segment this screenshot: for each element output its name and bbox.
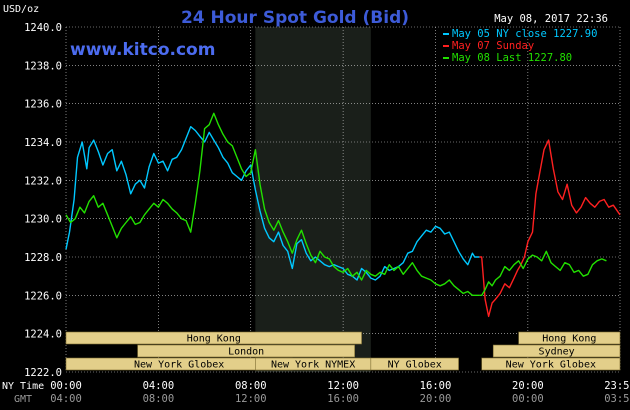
market-session-label: Sydney	[539, 347, 575, 358]
gmt-tick-label: 20:00	[420, 393, 452, 405]
ny-time-row-label: NY Time	[2, 381, 44, 392]
gmt-tick-label: 04:00	[50, 393, 82, 405]
price-series	[65, 112, 621, 318]
units-label: USD/oz	[3, 4, 39, 15]
market-session-label: Hong Kong	[542, 334, 596, 345]
market-session-label: New York NYMEX	[271, 360, 355, 371]
kitco-watermark: www.kitco.com	[70, 40, 215, 60]
series-line	[479, 139, 621, 318]
x-axis-labels: 00:0004:0008:0012:0016:0020:0023:5904:00…	[50, 380, 630, 405]
gmt-tick-label: 08:00	[143, 393, 175, 405]
y-tick-label: 1226.0	[24, 290, 62, 302]
gmt-tick-label: 16:00	[327, 393, 359, 405]
series-line	[65, 126, 480, 281]
timestamp: May 08, 2017 22:36	[494, 13, 608, 25]
legend-item: May 07 Sunday	[452, 40, 534, 52]
y-tick-label: 1222.0	[24, 367, 62, 379]
x-tick-label: 04:00	[143, 380, 175, 392]
y-tick-label: 1224.0	[24, 329, 62, 341]
y-axis-labels: 1222.0 1224.0 1226.0 1228.0 1230.0 1232.0 1234…	[24, 22, 62, 379]
market-session-bar	[370, 357, 459, 371]
y-tick-label: 1238.0	[24, 60, 62, 72]
y-tick-label: 1232.0	[24, 175, 62, 187]
market-session-label: Hong Kong	[187, 334, 241, 345]
market-sessions: Hong Kong London New York Globex New York N…	[65, 331, 621, 371]
gmt-tick-label: 00:00	[512, 393, 544, 405]
x-tick-label: 12:00	[327, 380, 359, 392]
gmt-row-label: GMT	[14, 394, 32, 405]
chart-title: 24 Hour Spot Gold (Bid)	[181, 8, 409, 28]
gmt-tick-label: 03:59	[604, 393, 630, 405]
y-tick-label: 1240.0	[24, 22, 62, 34]
market-session-bar	[137, 344, 355, 358]
x-tick-label: 00:00	[50, 380, 82, 392]
market-session-label: NY Globex	[388, 360, 442, 371]
chart-grid	[65, 26, 621, 373]
y-tick-label: 1234.0	[24, 137, 62, 149]
market-session-label: London	[228, 347, 264, 358]
market-session-label: New York Globex	[506, 360, 596, 371]
legend-item: May 08 Last 1227.80	[452, 52, 572, 64]
series-line	[65, 112, 480, 296]
series-line	[479, 250, 607, 296]
market-session-label: New York Globex	[134, 360, 224, 371]
x-tick-label: 20:00	[512, 380, 544, 392]
market-session-bar	[492, 344, 621, 358]
nymex-session-band	[255, 27, 371, 372]
y-tick-label: 1230.0	[24, 214, 62, 226]
x-tick-label: 08:00	[235, 380, 267, 392]
market-session-bar	[518, 331, 621, 345]
x-tick-label: 16:00	[420, 380, 452, 392]
x-tick-label: 23:59	[604, 380, 630, 392]
legend-item: May 05 NY close 1227.90	[452, 28, 597, 40]
market-session-bar	[481, 357, 621, 371]
gmt-tick-label: 12:00	[235, 393, 267, 405]
y-tick-label: 1236.0	[24, 99, 62, 111]
y-tick-label: 1228.0	[24, 252, 62, 264]
market-session-bar	[65, 331, 362, 345]
